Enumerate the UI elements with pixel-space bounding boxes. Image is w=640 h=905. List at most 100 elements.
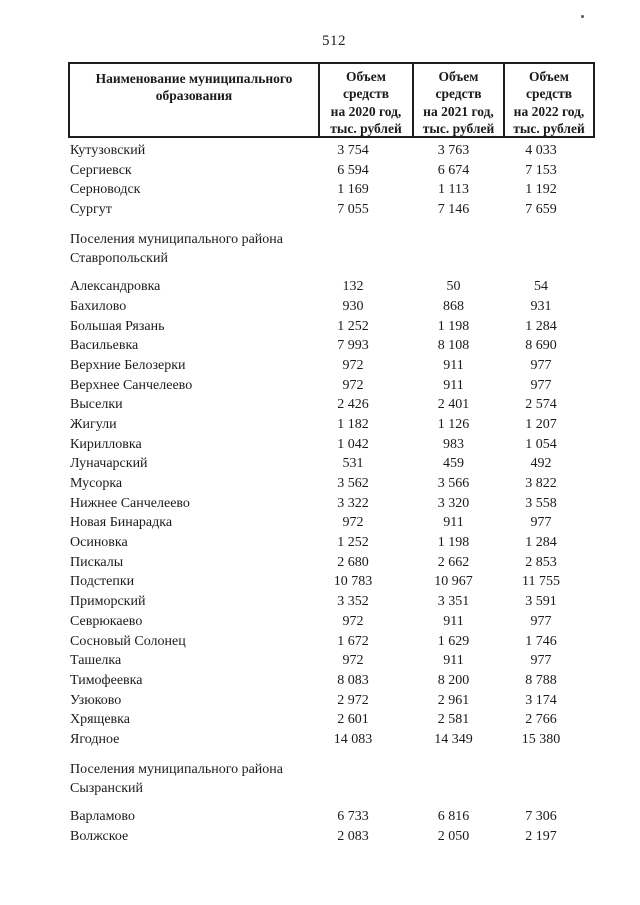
- amount-2020: 972: [342, 377, 364, 393]
- table-row: Ягодное 14 083 14 349 15 380: [68, 730, 595, 750]
- municipality-name: Сургут: [70, 202, 112, 218]
- amount-2022: 977: [530, 613, 552, 629]
- amount-2022: 1 746: [525, 633, 557, 649]
- municipality-name: Выселки: [70, 397, 123, 413]
- column-header-2022: Объем средств на 2022 год, тыс. рублей: [513, 69, 585, 137]
- amount-2020: 6 733: [337, 809, 369, 825]
- amount-2021: 1 198: [437, 535, 470, 551]
- amount-2022: 977: [530, 515, 552, 531]
- section-heading: Поселения муниципального района Ставропо…: [70, 231, 284, 267]
- amount-2022: 11 755: [522, 574, 560, 590]
- amount-2021: 911: [443, 613, 464, 629]
- amount-2021: 50: [446, 279, 461, 295]
- table-row: Большая Рязань 1 252 1 198 1 284: [68, 317, 595, 337]
- table-row: Васильевка 7 993 8 108 8 690: [68, 336, 595, 356]
- table-row: Узюково 2 972 2 961 3 174: [68, 691, 595, 711]
- column-header-2020: Объем средств на 2020 год, тыс. рублей: [320, 64, 414, 136]
- municipality-name: Волжское: [70, 828, 129, 844]
- amount-2022: 977: [530, 377, 552, 393]
- table-body: Кутузовский 3 754 3 763 4 033 Сергиевск 6 594…: [68, 141, 595, 846]
- table-row: Новая Бинарадка 972 911 977: [68, 513, 595, 533]
- amount-2020: 3 352: [337, 594, 369, 610]
- amount-2022: 2 766: [525, 712, 557, 728]
- amount-2020: 972: [342, 515, 364, 531]
- budget-table: Наименование муниципального образования …: [68, 62, 595, 846]
- table-row: Тимофеевка 8 083 8 200 8 788: [68, 671, 595, 691]
- table-row: Верхнее Санчелеево 972 911 977: [68, 376, 595, 396]
- amount-2020: 8 083: [337, 672, 369, 688]
- amount-2022: 2 197: [525, 828, 557, 844]
- municipality-name: Александровка: [70, 279, 161, 295]
- municipality-name: Сосновый Солонец: [70, 633, 186, 649]
- amount-2021: 14 349: [434, 731, 473, 747]
- municipality-name: Приморский: [70, 594, 146, 610]
- municipality-name: Мусорка: [70, 476, 123, 492]
- amount-2020: 6 594: [337, 162, 369, 178]
- amount-2020: 2 972: [337, 692, 369, 708]
- table-row: Сургут 7 055 7 146 7 659: [68, 200, 595, 220]
- municipality-name: Сергиевск: [70, 162, 132, 178]
- amount-2022: 1 054: [525, 436, 557, 452]
- table-row: Севрюкаево 972 911 977: [68, 612, 595, 632]
- amount-2021: 911: [443, 377, 464, 393]
- amount-2020: 972: [342, 357, 364, 373]
- amount-2020: 3 322: [337, 495, 369, 511]
- amount-2022: 1 284: [525, 535, 557, 551]
- municipality-name: Нижнее Санчелеево: [70, 495, 190, 511]
- amount-2021: 911: [443, 515, 464, 531]
- municipality-name: Новая Бинарадка: [70, 515, 173, 531]
- amount-2021: 868: [443, 298, 464, 314]
- municipality-name: Подстепки: [70, 574, 135, 590]
- table-row: Мусорка 3 562 3 566 3 822: [68, 474, 595, 494]
- amount-2021: 2 050: [437, 828, 470, 844]
- amount-2021: 911: [443, 653, 464, 669]
- table-row: Осиновка 1 252 1 198 1 284: [68, 533, 595, 553]
- municipality-name: Верхнее Санчелеево: [70, 377, 193, 393]
- municipality-name: Верхние Белозерки: [70, 357, 186, 373]
- amount-2020: 972: [342, 653, 364, 669]
- municipality-name: Узюково: [70, 692, 122, 708]
- amount-2020: 2 680: [337, 554, 369, 570]
- amount-2022: 931: [530, 298, 552, 314]
- amount-2022: 977: [530, 653, 552, 669]
- table-row: Волжское 2 083 2 050 2 197: [68, 827, 595, 847]
- scan-speck: [581, 15, 584, 18]
- column-header-municipality: Наименование муниципального образования: [70, 64, 320, 136]
- table-row: Жигули 1 182 1 126 1 207: [68, 415, 595, 435]
- table-row: Приморский 3 352 3 351 3 591: [68, 592, 595, 612]
- table-row: Кутузовский 3 754 3 763 4 033: [68, 141, 595, 161]
- amount-2020: 7 055: [337, 202, 369, 218]
- column-header-2021: Объем средств на 2021 год, тыс. рублей: [414, 64, 505, 136]
- table-row: Верхние Белозерки 972 911 977: [68, 356, 595, 376]
- amount-2020: 10 783: [333, 574, 373, 590]
- municipality-name: Тимофеевка: [70, 672, 143, 688]
- amount-2021: 2 961: [437, 692, 470, 708]
- amount-2022: 7 153: [525, 162, 557, 178]
- amount-2022: 1 284: [525, 318, 557, 334]
- amount-2020: 972: [342, 613, 364, 629]
- page-number: 512: [322, 33, 346, 49]
- amount-2021: 6 816: [437, 809, 470, 825]
- amount-2022: 3 558: [525, 495, 557, 511]
- amount-2022: 2 853: [525, 554, 557, 570]
- municipality-name: Жигули: [70, 416, 117, 432]
- amount-2022: 7 659: [525, 202, 557, 218]
- table-row: Сосновый Солонец 1 672 1 629 1 746: [68, 632, 595, 652]
- municipality-name: Севрюкаево: [70, 613, 143, 629]
- municipality-name: Осиновка: [70, 535, 128, 551]
- amount-2020: 3 562: [337, 476, 369, 492]
- amount-2020: 2 601: [337, 712, 369, 728]
- amount-2021: 3 351: [437, 594, 470, 610]
- amount-2022: 8 690: [525, 338, 557, 354]
- table-header-row: Наименование муниципального образования …: [68, 62, 595, 138]
- amount-2022: 492: [530, 456, 552, 472]
- amount-2022: 4 033: [525, 143, 557, 158]
- amount-2022: 1 192: [525, 182, 557, 198]
- amount-2020: 1 252: [337, 318, 369, 334]
- municipality-name: Бахилово: [70, 298, 127, 314]
- table-row: Кирилловка 1 042 983 1 054: [68, 435, 595, 455]
- amount-2020: 3 754: [337, 143, 369, 158]
- amount-2021: 8 200: [437, 672, 470, 688]
- table-row: Александровка 132 50 54: [68, 277, 595, 297]
- amount-2021: 911: [443, 357, 464, 373]
